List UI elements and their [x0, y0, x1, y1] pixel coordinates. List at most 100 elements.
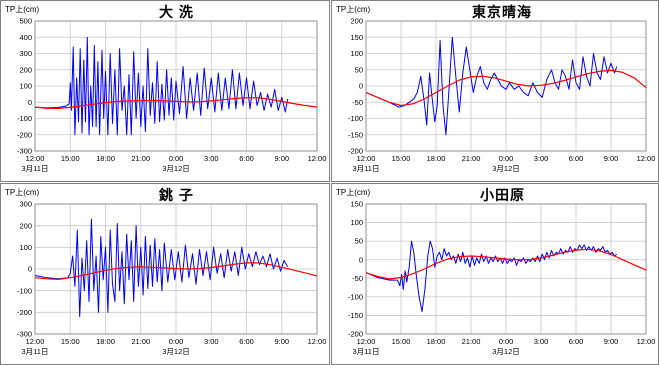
y-tick-label: 300 [19, 49, 32, 58]
plot-area [365, 20, 647, 152]
y-tick-label: 400 [19, 33, 32, 42]
date-label: 3月11日 [22, 347, 49, 356]
chart-title: 小田原 [480, 187, 525, 203]
y-tick-label: 0 [28, 265, 32, 274]
y-tick-label: -100 [17, 114, 32, 123]
x-tick-label: 6:00 [239, 337, 254, 346]
chart-title: 大 洗 [159, 4, 194, 20]
y-tick-label: -100 [348, 292, 363, 301]
y-tick-label: 100 [350, 49, 363, 58]
x-tick-label: 21:00 [131, 337, 150, 346]
x-tick-label: 3:00 [204, 337, 219, 346]
y-tick-label: -150 [348, 130, 363, 139]
chart-title: 銚 子 [159, 187, 194, 203]
series-line-observed [34, 218, 289, 318]
y-tick-label: 0 [359, 82, 363, 91]
plot-area [34, 20, 318, 152]
series-line-tide [365, 248, 647, 280]
series-line-tide [34, 97, 318, 109]
y-tick-label: 500 [19, 17, 32, 26]
date-label: 3月12日 [492, 347, 520, 356]
x-tick-label: 12:00 [308, 154, 327, 163]
x-tick-label: 18:00 [96, 337, 115, 346]
x-tick-label: 9:00 [274, 154, 289, 163]
chart-title: 東京晴海 [472, 4, 532, 20]
chart-svg: -300 -200 -100 0 100 200 300 400 500 12:00 15:00 18… [17, 17, 327, 173]
y-tick-label: -200 [17, 130, 32, 139]
y-tick-label: 50 [355, 65, 363, 74]
x-tick-label: 9:00 [604, 337, 619, 346]
y-tick-label: -200 [348, 147, 363, 156]
y-tick-label: -50 [352, 274, 363, 283]
y-tick-label: -300 [17, 330, 32, 339]
x-tick-label: 0:00 [499, 337, 514, 346]
y-tick-label: -100 [17, 286, 32, 295]
x-tick-label: 12:00 [637, 154, 656, 163]
y-axis-label: TP上(cm) [5, 188, 40, 197]
chart-panel-tokyo-harumi: -200 -150 -100 -50 0 50 100 150 200 12:00 15:00 18:… [331, 0, 659, 182]
x-tick-label: 18:00 [427, 154, 446, 163]
x-tick-label: 21:00 [131, 154, 150, 163]
y-tick-label: 300 [19, 200, 32, 209]
x-tick-label: 0:00 [169, 337, 184, 346]
y-tick-label: 200 [19, 221, 32, 230]
y-axis-label: TP上(cm) [336, 5, 371, 14]
y-tick-label: 150 [350, 33, 363, 42]
y-tick-label: -200 [348, 330, 363, 339]
x-tick-label: 18:00 [427, 337, 446, 346]
chart-panel-odawara: -200 -150 -100 -50 0 50 100 150 12:00 15:00 18:00 2… [331, 183, 659, 365]
x-tick-label: 6:00 [239, 154, 254, 163]
x-tick-label: 9:00 [604, 154, 619, 163]
x-tick-label: 15:00 [392, 154, 411, 163]
y-tick-label: -50 [352, 98, 363, 107]
series-line-observed [34, 36, 289, 136]
date-label: 3月12日 [162, 164, 190, 173]
x-tick-label: 0:00 [499, 154, 514, 163]
x-tick-label: 12:00 [357, 154, 376, 163]
series-line-tide [34, 262, 318, 280]
y-axis-label: TP上(cm) [5, 5, 40, 14]
series-line-tide [365, 69, 647, 107]
series-line-observed [365, 36, 618, 136]
date-label: 3月12日 [492, 164, 520, 173]
x-tick-label: 15:00 [61, 154, 80, 163]
x-tick-label: 12:00 [26, 337, 45, 346]
plot-area [34, 203, 318, 335]
y-tick-label: 0 [359, 255, 363, 264]
x-tick-label: 15:00 [392, 337, 411, 346]
x-tick-label: 21:00 [462, 154, 481, 163]
x-tick-label: 12:00 [26, 154, 45, 163]
x-tick-label: 6:00 [569, 154, 584, 163]
y-tick-label: 0 [28, 98, 32, 107]
chart-panel-choshi: -300 -200 -100 0 100 200 300 12:00 15:00 18:00 21:… [0, 183, 330, 365]
plot-area [365, 203, 647, 335]
x-tick-label: 6:00 [569, 337, 584, 346]
x-tick-label: 3:00 [204, 154, 219, 163]
x-tick-label: 15:00 [61, 337, 80, 346]
y-tick-label: 100 [350, 218, 363, 227]
chart-svg: -200 -150 -100 -50 0 50 100 150 12:00 15:00 18:00 2… [348, 200, 655, 356]
x-tick-label: 0:00 [169, 154, 184, 163]
date-label: 3月11日 [22, 164, 49, 173]
x-tick-label: 21:00 [462, 337, 481, 346]
y-tick-label: 200 [350, 17, 363, 26]
y-tick-label: 100 [19, 243, 32, 252]
y-tick-label: 200 [19, 65, 32, 74]
series-line-observed [365, 240, 618, 313]
x-tick-label: 3:00 [534, 154, 549, 163]
chart-svg: -200 -150 -100 -50 0 50 100 150 200 12:00 15:00 18:… [348, 17, 656, 173]
date-label: 3月11日 [353, 347, 380, 356]
date-label: 3月12日 [162, 347, 190, 356]
y-axis-label: TP上(cm) [336, 188, 371, 197]
y-tick-label: 50 [355, 237, 363, 246]
y-tick-label: -100 [348, 114, 363, 123]
date-label: 3月11日 [353, 164, 380, 173]
chart-svg: -300 -200 -100 0 100 200 300 12:00 15:00 18:00 21:… [17, 200, 326, 356]
y-tick-label: -150 [348, 311, 363, 320]
x-tick-label: 9:00 [274, 337, 289, 346]
y-tick-label: 100 [19, 82, 32, 91]
y-tick-label: -200 [17, 308, 32, 317]
x-tick-label: 18:00 [96, 154, 115, 163]
x-tick-label: 3:00 [534, 337, 549, 346]
